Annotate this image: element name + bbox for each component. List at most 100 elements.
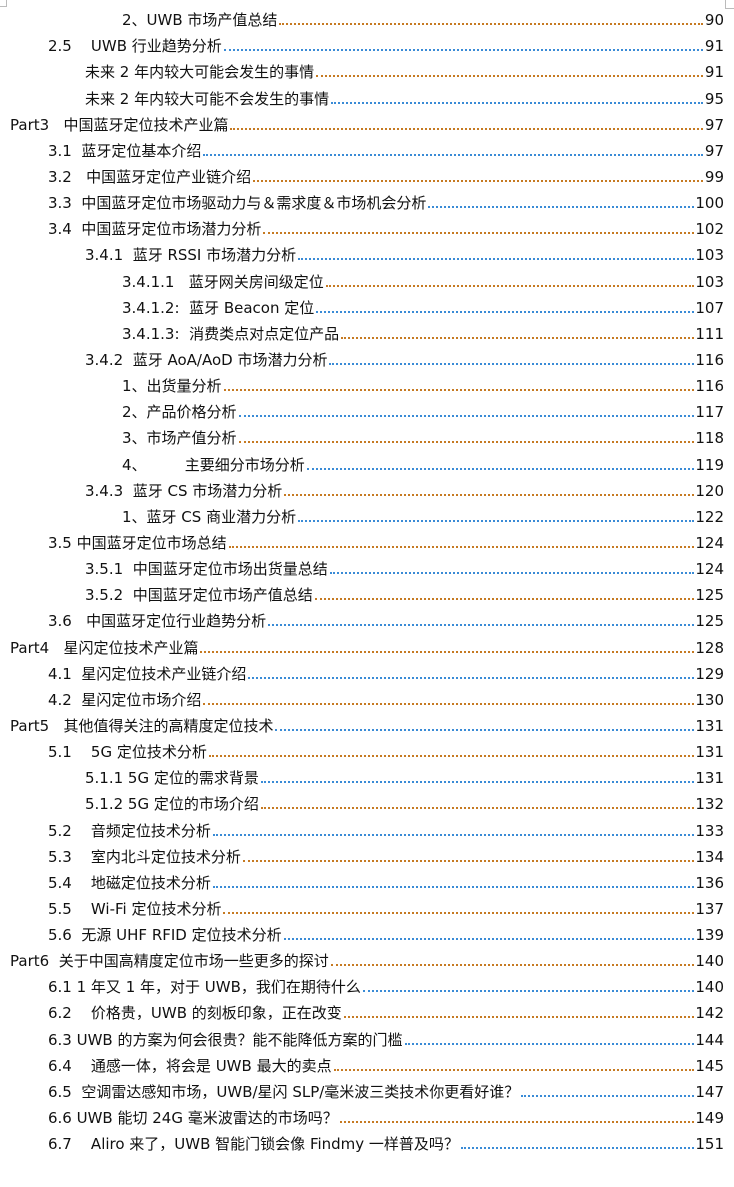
toc-entry-page-number[interactable]: 124 <box>695 533 724 552</box>
toc-entry-page-number[interactable]: 125 <box>695 612 724 631</box>
toc-entry-title[interactable]: 6.1 1 年又 1 年，对于 UWB，我们在期待什么 <box>48 978 361 997</box>
toc-entry[interactable]: 3.3 中国蓝牙定位市场驱动力与＆需求度＆市场机会分析 100 <box>0 187 734 213</box>
toc-entry-page-number[interactable]: 91 <box>704 63 724 82</box>
toc-entry-title[interactable]: 未来 2 年内较大可能不会发生的事情 <box>85 89 330 108</box>
toc-entry[interactable]: 6.4 通感一体，将会是 UWB 最大的卖点 145 <box>0 1050 734 1076</box>
toc-entry[interactable]: 6.7 Aliro 来了，UWB 智能门锁会像 Findmy 一样普及吗？ 151 <box>0 1128 734 1154</box>
toc-entry-page-number[interactable]: 100 <box>695 194 724 213</box>
toc-entry-title[interactable]: 2、UWB 市场产值总结 <box>122 11 278 30</box>
toc-entry-title[interactable]: 3.4.3 蓝牙 CS 市场潜力分析 <box>85 481 283 500</box>
toc-entry-page-number[interactable]: 128 <box>695 638 724 657</box>
toc-entry-page-number[interactable]: 125 <box>695 586 724 605</box>
toc-entry-title[interactable]: 3.2 中国蓝牙定位产业链介绍 <box>48 167 252 186</box>
toc-entry[interactable]: 4、 主要细分市场分析 119 <box>0 448 734 474</box>
toc-entry-page-number[interactable]: 139 <box>695 926 724 945</box>
toc-entry-title[interactable]: 6.7 Aliro 来了，UWB 智能门锁会像 Findmy 一样普及吗？ <box>48 1135 459 1154</box>
toc-entry-page-number[interactable]: 99 <box>704 167 724 186</box>
toc-entry-title[interactable]: 5.4 地磁定位技术分析 <box>48 873 211 892</box>
toc-entry-page-number[interactable]: 145 <box>695 1056 724 1075</box>
toc-entry-title[interactable]: 6.3 UWB 的方案为何会很贵？能不能降低方案的门槛 <box>48 1030 403 1049</box>
toc-entry-page-number[interactable]: 102 <box>695 220 724 239</box>
toc-entry-page-number[interactable]: 147 <box>695 1082 724 1101</box>
toc-entry[interactable]: 1、出货量分析 116 <box>0 370 734 396</box>
toc-entry-title[interactable]: 5.3 室内北斗定位技术分析 <box>48 847 241 866</box>
toc-entry[interactable]: 5.1 5G 定位技术分析 131 <box>0 736 734 762</box>
toc-entry-page-number[interactable]: 124 <box>695 560 724 579</box>
toc-entry-title[interactable]: 4.2 星闪定位市场介绍 <box>48 690 202 709</box>
toc-entry-page-number[interactable]: 97 <box>704 115 724 134</box>
toc-entry-page-number[interactable]: 131 <box>695 769 724 788</box>
toc-entry-title[interactable]: 3.5.1 中国蓝牙定位市场出货量总结 <box>85 560 328 579</box>
toc-entry[interactable]: 3.5 中国蓝牙定位市场总结 124 <box>0 527 734 553</box>
toc-entry-title[interactable]: 6.4 通感一体，将会是 UWB 最大的卖点 <box>48 1056 332 1075</box>
toc-entry-title[interactable]: 6.5 空调雷达感知市场，UWB/星闪 SLP/毫米波三类技术你更看好谁？ <box>48 1082 520 1101</box>
toc-entry-page-number[interactable]: 131 <box>695 716 724 735</box>
toc-entry[interactable]: Part3 中国蓝牙定位技术产业篇 97 <box>0 109 734 135</box>
toc-entry[interactable]: 6.5 空调雷达感知市场，UWB/星闪 SLP/毫米波三类技术你更看好谁？ 147 <box>0 1076 734 1102</box>
toc-entry-title[interactable]: 3.4.2 蓝牙 AoA/AoD 市场潜力分析 <box>85 350 328 369</box>
toc-entry[interactable]: 3.5.2 中国蓝牙定位市场产值总结 125 <box>0 579 734 605</box>
toc-entry-page-number[interactable]: 132 <box>695 795 724 814</box>
toc-entry-title[interactable]: Part5 其他值得关注的高精度定位技术 <box>10 716 274 735</box>
toc-entry[interactable]: 3.2 中国蓝牙定位产业链介绍 99 <box>0 161 734 187</box>
toc-entry[interactable]: 2、产品价格分析 117 <box>0 396 734 422</box>
toc-entry[interactable]: 3.4.1 蓝牙 RSSI 市场潜力分析 103 <box>0 239 734 265</box>
toc-entry[interactable]: 3.4.2 蓝牙 AoA/AoD 市场潜力分析 116 <box>0 344 734 370</box>
toc-entry-title[interactable]: 3.4.1.2: 蓝牙 Beacon 定位 <box>122 298 315 317</box>
toc-entry[interactable]: 6.3 UWB 的方案为何会很贵？能不能降低方案的门槛 144 <box>0 1023 734 1049</box>
toc-entry-page-number[interactable]: 107 <box>695 298 724 317</box>
toc-entry[interactable]: 未来 2 年内较大可能不会发生的事情 95 <box>0 82 734 108</box>
toc-entry-page-number[interactable]: 120 <box>695 481 724 500</box>
toc-entry[interactable]: 5.6 无源 UHF RFID 定位技术分析 139 <box>0 919 734 945</box>
toc-entry-title[interactable]: 5.2 音频定位技术分析 <box>48 821 211 840</box>
toc-entry[interactable]: 3.4.3 蓝牙 CS 市场潜力分析 120 <box>0 475 734 501</box>
toc-entry-title[interactable]: 3.6 中国蓝牙定位行业趋势分析 <box>48 612 267 631</box>
toc-entry[interactable]: 1、蓝牙 CS 商业潜力分析 122 <box>0 501 734 527</box>
toc-entry[interactable]: 2、UWB 市场产值总结 90 <box>0 4 734 30</box>
toc-entry-title[interactable]: 3.4.1 蓝牙 RSSI 市场潜力分析 <box>85 246 297 265</box>
toc-entry[interactable]: 3、市场产值分析 118 <box>0 422 734 448</box>
toc-entry-page-number[interactable]: 130 <box>695 690 724 709</box>
toc-entry[interactable]: Part4 星闪定位技术产业篇 128 <box>0 631 734 657</box>
toc-entry-title[interactable]: 5.6 无源 UHF RFID 定位技术分析 <box>48 926 282 945</box>
toc-entry-title[interactable]: 3.4.1.1 蓝牙网关房间级定位 <box>122 272 324 291</box>
toc-entry-title[interactable]: 1、蓝牙 CS 商业潜力分析 <box>122 507 297 526</box>
toc-entry-title[interactable]: 3.5 中国蓝牙定位市场总结 <box>48 533 227 552</box>
toc-entry[interactable]: Part6 关于中国高精度定位市场一些更多的探讨 140 <box>0 945 734 971</box>
toc-entry-title[interactable]: 6.6 UWB 能切 24G 毫米波雷达的市场吗？ <box>48 1109 338 1128</box>
toc-entry[interactable]: 3.4.1.2: 蓝牙 Beacon 定位 107 <box>0 292 734 318</box>
toc-entry-title[interactable]: Part4 星闪定位技术产业篇 <box>10 638 199 657</box>
toc-entry-title[interactable]: 3、市场产值分析 <box>122 429 237 448</box>
toc-entry-page-number[interactable]: 118 <box>695 429 724 448</box>
toc-entry-title[interactable]: 3.4 中国蓝牙定位市场潜力分析 <box>48 220 262 239</box>
toc-entry-title[interactable]: 4、 主要细分市场分析 <box>122 455 305 474</box>
toc-entry[interactable]: 5.5 Wi-Fi 定位技术分析 137 <box>0 893 734 919</box>
toc-entry-page-number[interactable]: 95 <box>704 89 724 108</box>
toc-entry-page-number[interactable]: 119 <box>695 455 724 474</box>
toc-entry-title[interactable]: Part6 关于中国高精度定位市场一些更多的探讨 <box>10 952 329 971</box>
toc-entry-title[interactable]: 3.4.1.3: 消费类点对点定位产品 <box>122 324 340 343</box>
toc-entry[interactable]: 4.2 星闪定位市场介绍 130 <box>0 684 734 710</box>
toc-entry-title[interactable]: Part3 中国蓝牙定位技术产业篇 <box>10 115 229 134</box>
toc-entry-title[interactable]: 1、出货量分析 <box>122 377 222 396</box>
toc-entry[interactable]: 5.4 地磁定位技术分析 136 <box>0 867 734 893</box>
toc-entry-page-number[interactable]: 103 <box>695 246 724 265</box>
toc-entry[interactable]: 2.5 UWB 行业趋势分析 91 <box>0 30 734 56</box>
toc-entry[interactable]: 未来 2 年内较大可能会发生的事情 91 <box>0 56 734 82</box>
toc-entry[interactable]: 3.4 中国蓝牙定位市场潜力分析 102 <box>0 213 734 239</box>
toc-entry-page-number[interactable]: 151 <box>695 1135 724 1154</box>
toc-entry[interactable]: 5.3 室内北斗定位技术分析 134 <box>0 841 734 867</box>
toc-entry[interactable]: 3.5.1 中国蓝牙定位市场出货量总结 124 <box>0 553 734 579</box>
toc-entry-page-number[interactable]: 122 <box>695 507 724 526</box>
toc-entry[interactable]: 5.1.2 5G 定位的市场介绍 132 <box>0 788 734 814</box>
toc-entry-title[interactable]: 2、产品价格分析 <box>122 403 237 422</box>
toc-entry[interactable]: 4.1 星闪定位技术产业链介绍 129 <box>0 658 734 684</box>
toc-entry-title[interactable]: 5.1.2 5G 定位的市场介绍 <box>85 795 259 814</box>
toc-entry-page-number[interactable]: 133 <box>695 821 724 840</box>
toc-entry-title[interactable]: 5.1 5G 定位技术分析 <box>48 743 207 762</box>
toc-entry-page-number[interactable]: 140 <box>695 952 724 971</box>
toc-entry-page-number[interactable]: 111 <box>695 324 724 343</box>
toc-entry-title[interactable]: 4.1 星闪定位技术产业链介绍 <box>48 664 247 683</box>
toc-entry[interactable]: 6.1 1 年又 1 年，对于 UWB，我们在期待什么 140 <box>0 971 734 997</box>
toc-entry-page-number[interactable]: 142 <box>695 1004 724 1023</box>
